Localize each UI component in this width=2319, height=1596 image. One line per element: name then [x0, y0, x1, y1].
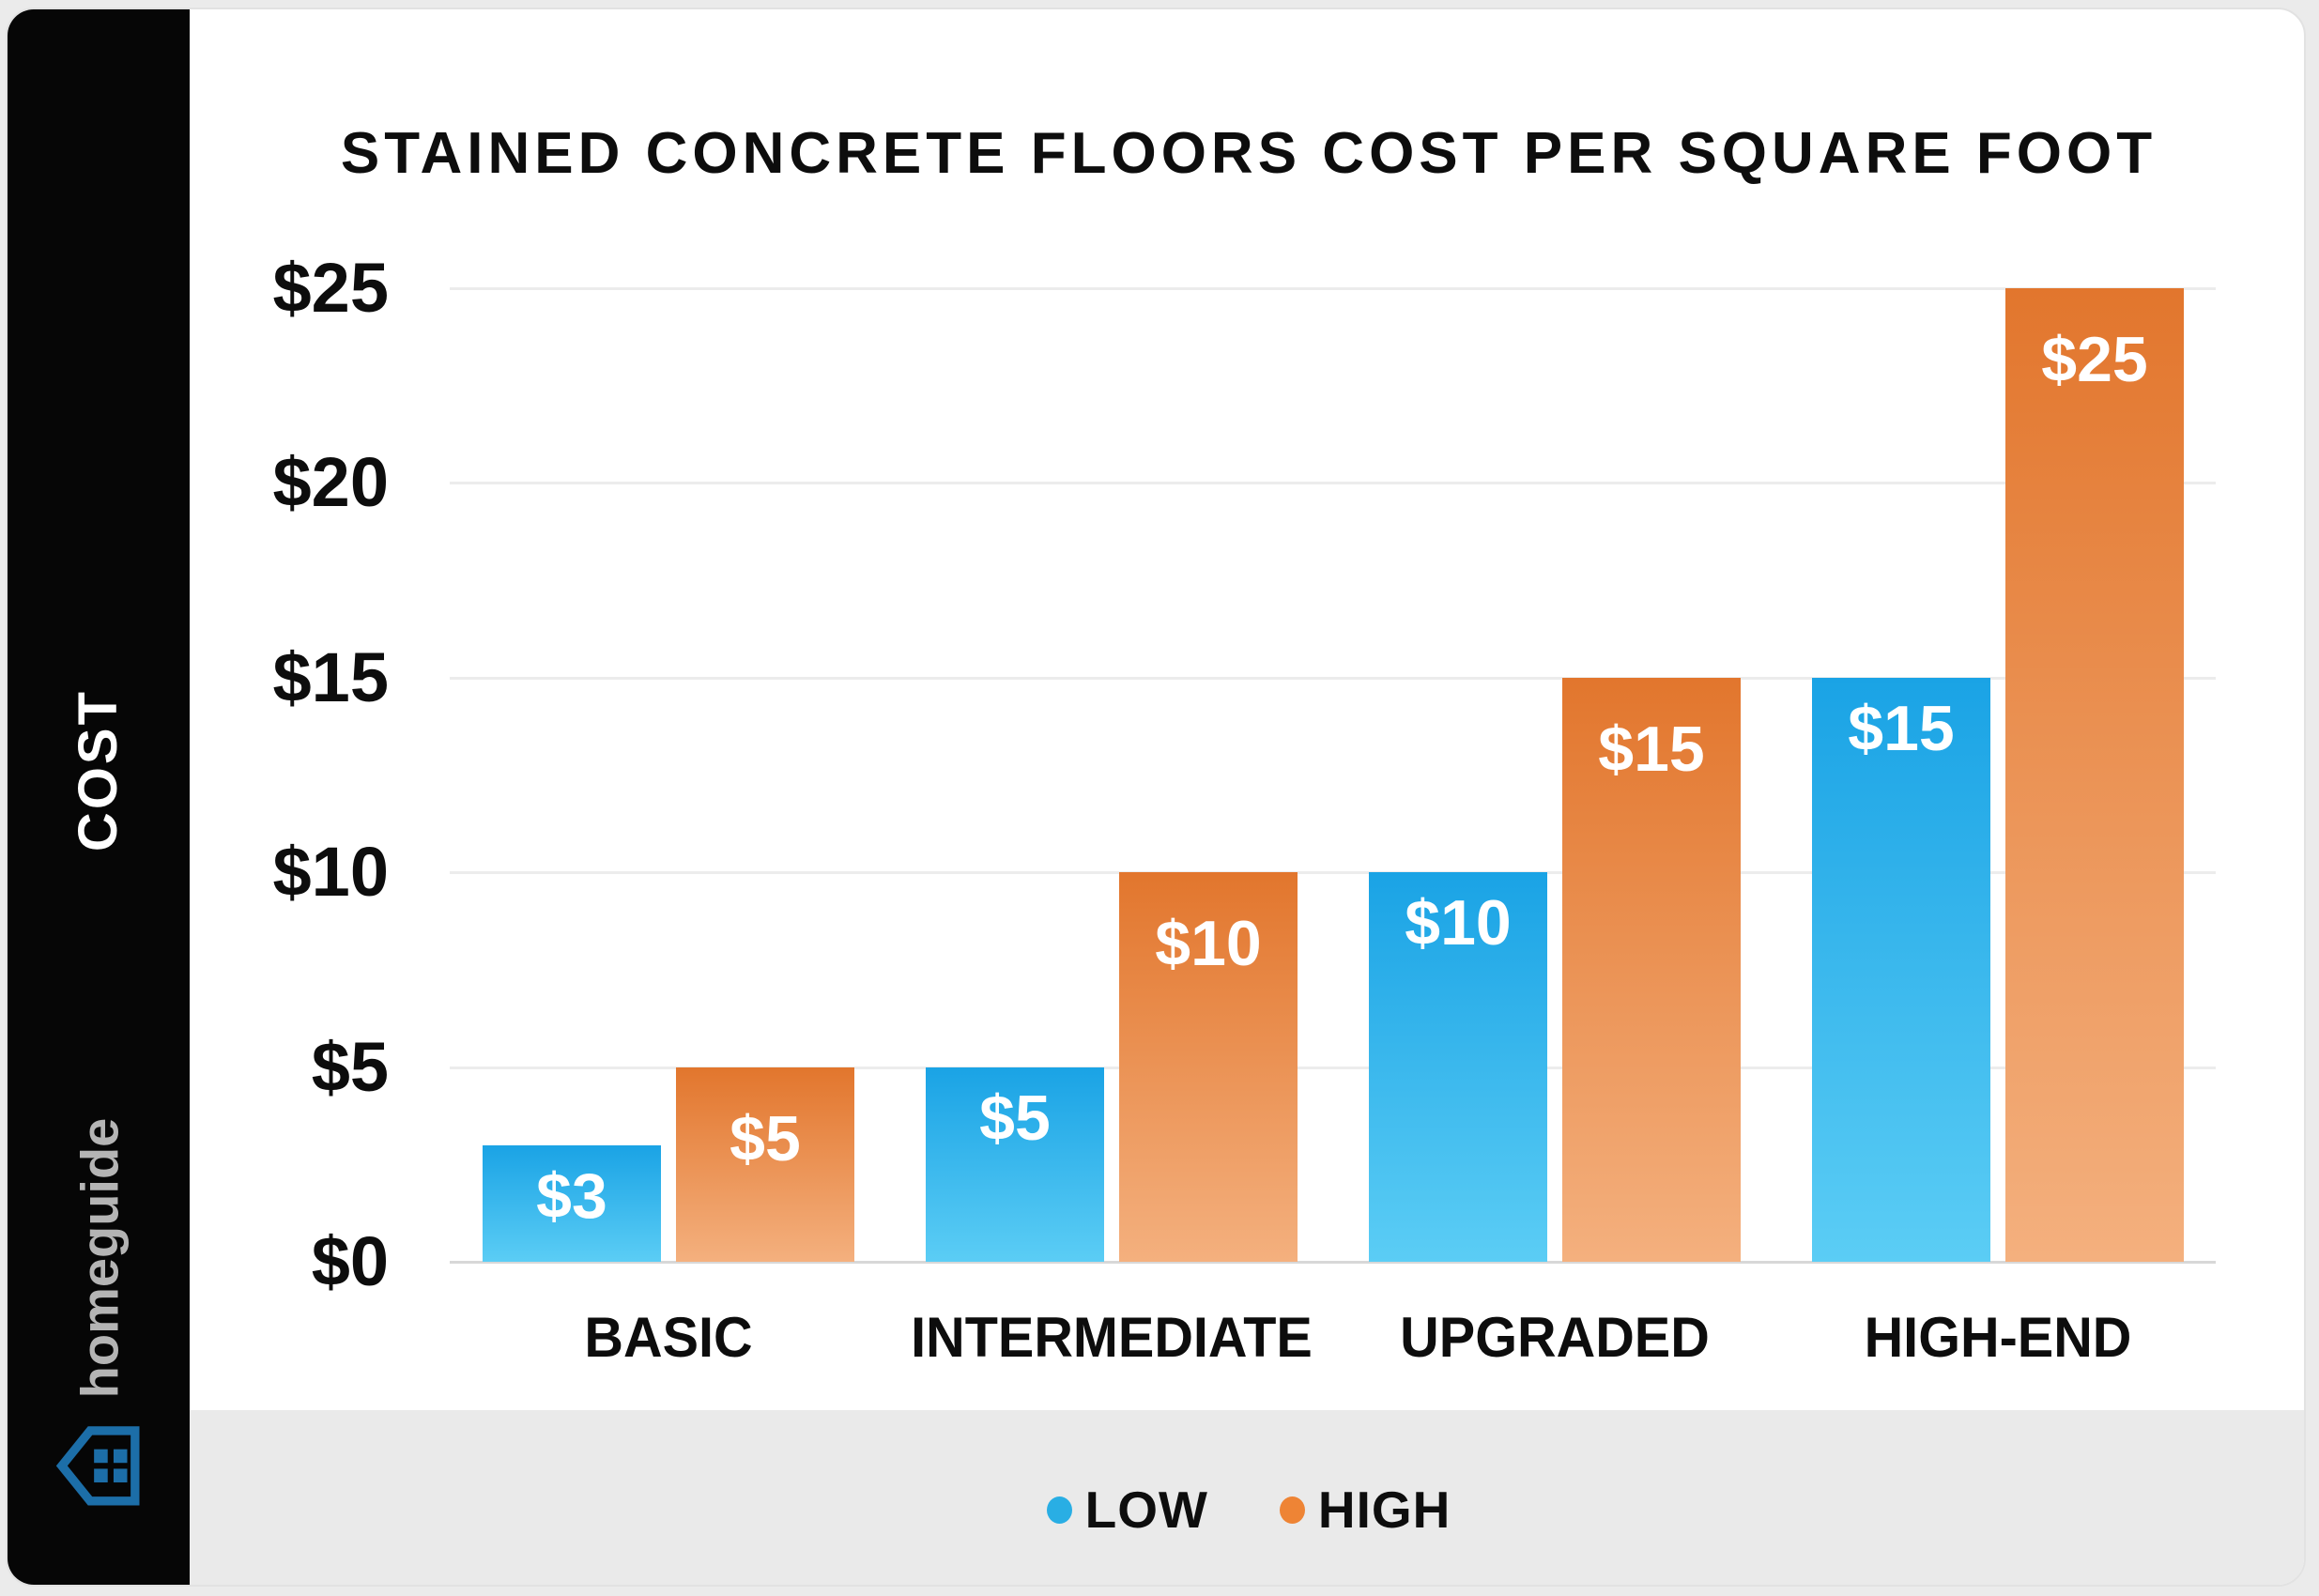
gridline — [450, 871, 2216, 874]
legend-item-high: HIGH — [1279, 1480, 1451, 1540]
gridline — [450, 1067, 2216, 1069]
x-category-label: HIGH-END — [1864, 1306, 2132, 1369]
bar-high-upgraded: $15 — [1562, 678, 1741, 1262]
bar-value-label: $3 — [536, 1160, 607, 1232]
bar-high-high-end: $25 — [2005, 288, 2184, 1262]
y-tick-label: $5 — [311, 1028, 389, 1106]
legend-dot-high — [1279, 1496, 1305, 1524]
left-rail: COST homeguide — [8, 9, 190, 1585]
y-tick-label: $15 — [272, 638, 389, 716]
bar-low-upgraded: $10 — [1369, 872, 1547, 1262]
bar-value-label: $5 — [979, 1082, 1051, 1154]
bar-low-high-end: $15 — [1812, 678, 1990, 1262]
legend: LOW HIGH — [190, 1480, 2304, 1540]
gridline — [450, 287, 2216, 290]
legend-band — [190, 1410, 2304, 1585]
x-category-label: INTERMEDIATE — [911, 1306, 1313, 1369]
bar-value-label: $15 — [1598, 714, 1705, 785]
legend-item-low: LOW — [1046, 1480, 1208, 1540]
legend-label-low: LOW — [1084, 1481, 1208, 1539]
brand-wordmark: homeguide — [69, 1117, 129, 1399]
y-tick-label: $25 — [272, 249, 389, 327]
gridline — [450, 1261, 2216, 1264]
brand-logo: homeguide — [8, 1042, 190, 1585]
bar-value-label: $25 — [2041, 324, 2148, 395]
bar-high-basic: $5 — [676, 1067, 854, 1262]
gridline — [450, 677, 2216, 680]
bar-value-label: $15 — [1848, 693, 1955, 764]
bar-high-intermediate: $10 — [1119, 872, 1298, 1262]
gridline — [450, 482, 2216, 484]
y-axis-title: COST — [68, 688, 130, 852]
chart-title: STAINED CONCRETE FLOORS COST PER SQUARE … — [340, 121, 2158, 186]
y-tick-label: $20 — [272, 443, 389, 521]
chart-card: COST homeguide STAINED CONCRETE FLOORS — [6, 8, 2306, 1587]
bar-low-basic: $3 — [483, 1145, 661, 1262]
bar-value-label: $10 — [1405, 887, 1512, 959]
bar-low-intermediate: $5 — [926, 1067, 1104, 1262]
y-tick-label: $0 — [311, 1222, 389, 1300]
x-category-label: UPGRADED — [1400, 1306, 1710, 1369]
legend-label-high: HIGH — [1317, 1481, 1451, 1539]
homeguide-house-icon — [55, 1426, 140, 1506]
brand-logo-row: homeguide — [50, 1118, 147, 1515]
x-category-label: BASIC — [584, 1306, 753, 1369]
legend-dot-low — [1046, 1496, 1072, 1524]
y-tick-label: $10 — [272, 833, 389, 911]
bar-value-label: $5 — [729, 1103, 801, 1174]
bar-value-label: $10 — [1155, 908, 1262, 979]
